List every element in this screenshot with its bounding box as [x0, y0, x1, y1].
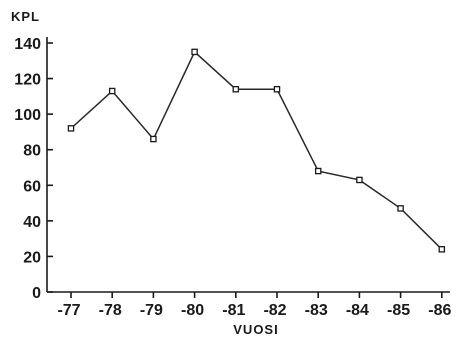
series-line: [70, 50, 443, 250]
y-axis-ticks: 0 20 40 60 80 100 120 140: [14, 36, 53, 302]
y-tick-label: 100: [14, 107, 41, 124]
data-point: [232, 85, 240, 93]
data-point: [108, 87, 116, 95]
data-point: [438, 246, 446, 253]
x-tick-label: -83: [305, 302, 328, 319]
x-axis-title: VUOSI: [233, 322, 278, 337]
data-point: [150, 135, 157, 143]
data-point: [397, 205, 404, 212]
y-tick-label: 80: [23, 143, 41, 160]
x-tick-label: -82: [263, 302, 286, 319]
y-tick-label: 120: [14, 72, 41, 89]
x-tick-label: -85: [387, 302, 410, 319]
data-point: [191, 48, 198, 56]
x-tick-label: -79: [140, 302, 163, 319]
data-point: [314, 167, 322, 175]
x-tick-label: -81: [222, 302, 245, 319]
y-tick-label: 0: [32, 285, 41, 302]
y-tick-label: 140: [14, 36, 41, 53]
y-tick-label: 20: [23, 249, 41, 266]
y-tick-label: 40: [23, 214, 41, 231]
y-tick-label: 60: [23, 178, 41, 195]
x-tick-label: -86: [428, 302, 451, 319]
y-axis-title: KPL: [11, 9, 40, 24]
x-tick-label: -84: [346, 302, 369, 319]
x-tick-label: -77: [57, 302, 80, 319]
x-tick-label: -78: [99, 302, 122, 319]
data-point: [67, 125, 75, 132]
x-tick-label: -80: [181, 302, 204, 319]
data-points: [67, 48, 446, 253]
data-point: [273, 85, 281, 93]
data-point: [356, 176, 363, 184]
x-axis-ticks: -77 -78 -79 -80 -81 -82 -83 -84 -85 -86: [57, 292, 451, 319]
